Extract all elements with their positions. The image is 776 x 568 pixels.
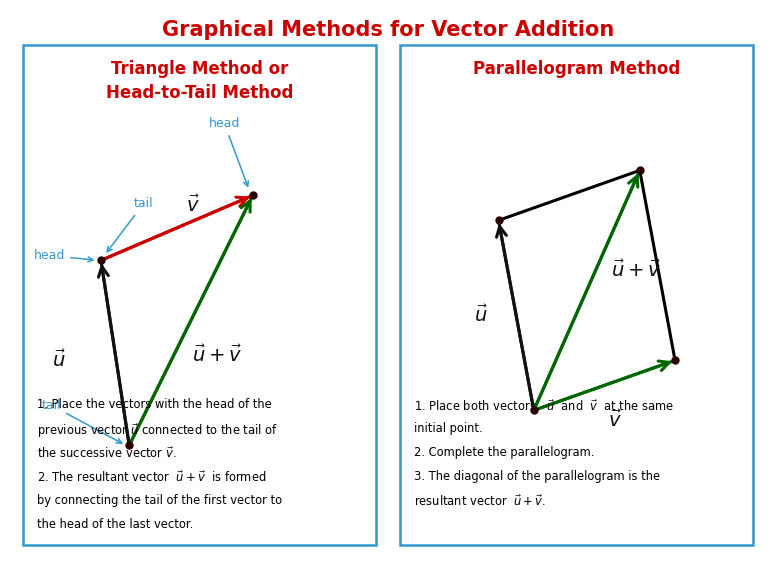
Text: tail: tail	[107, 198, 153, 252]
Text: $\vec{u}+\vec{v}$: $\vec{u}+\vec{v}$	[192, 345, 243, 366]
Text: $\vec{u}$: $\vec{u}$	[52, 350, 65, 371]
Text: 3. The diagonal of the parallelogram is the: 3. The diagonal of the parallelogram is …	[414, 470, 660, 483]
Text: Triangle Method or
Head-to-Tail Method: Triangle Method or Head-to-Tail Method	[106, 60, 293, 102]
Text: head: head	[34, 249, 93, 262]
Text: Parallelogram Method: Parallelogram Method	[473, 60, 680, 78]
Text: 1. Place both vectors,  $\vec{u}$  and  $\vec{v}$  at the same: 1. Place both vectors, $\vec{u}$ and $\v…	[414, 398, 674, 414]
Text: 2. The resultant vector  $\vec{u}+\vec{v}$  is formed: 2. The resultant vector $\vec{u}+\vec{v}…	[37, 470, 267, 485]
Text: the head of the last vector.: the head of the last vector.	[37, 518, 194, 531]
Text: $\vec{v}$: $\vec{v}$	[186, 195, 199, 216]
Text: 2. Complete the parallelogram.: 2. Complete the parallelogram.	[414, 446, 594, 459]
Text: the successive vector $\vec{v}$.: the successive vector $\vec{v}$.	[37, 446, 177, 461]
Text: 1. Place the vectors with the head of the: 1. Place the vectors with the head of th…	[37, 398, 272, 411]
Text: $\vec{u}+\vec{v}$: $\vec{u}+\vec{v}$	[611, 260, 661, 281]
Text: $\vec{u}$: $\vec{u}$	[474, 305, 488, 326]
Text: by connecting the tail of the first vector to: by connecting the tail of the first vect…	[37, 494, 282, 507]
Text: head: head	[209, 118, 248, 186]
Text: $\vec{v}$: $\vec{v}$	[608, 410, 622, 431]
Text: Graphical Methods for Vector Addition: Graphical Methods for Vector Addition	[162, 20, 614, 40]
Text: tail: tail	[42, 399, 122, 443]
Text: resultant vector  $\vec{u}+\vec{v}$.: resultant vector $\vec{u}+\vec{v}$.	[414, 494, 546, 509]
Text: previous vector $\vec{u}$ connected to the tail of: previous vector $\vec{u}$ connected to t…	[37, 422, 278, 440]
Text: initial point.: initial point.	[414, 422, 483, 435]
